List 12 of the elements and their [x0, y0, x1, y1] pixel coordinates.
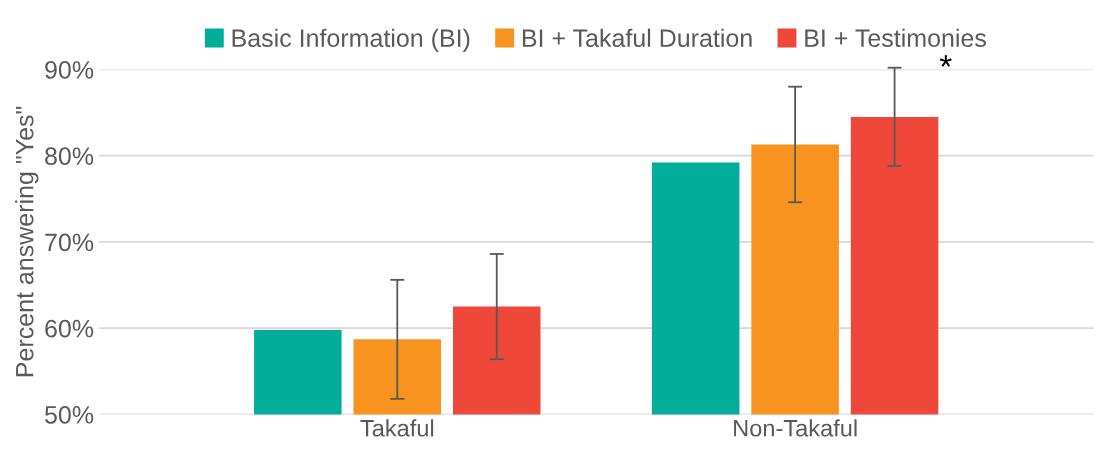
legend-label: BI + Testimonies — [805, 28, 986, 48]
text: * — [939, 55, 952, 67]
y-tick-label: 50% — [45, 405, 94, 424]
y-tick-label: 70% — [45, 233, 94, 252]
y-axis-title: Percent answering "Yes" — [15, 106, 39, 377]
y-tick-label: 60% — [45, 319, 94, 338]
legend-label: Basic Information (BI) — [232, 28, 470, 52]
y-tick-label: 80% — [45, 147, 94, 165]
x-tick-label: Non-Takaful — [734, 419, 857, 437]
legend-label: BI + Takaful Duration — [522, 28, 752, 48]
x-tick-label: Takaful — [360, 419, 434, 437]
y-tick-label: 90% — [45, 61, 94, 79]
